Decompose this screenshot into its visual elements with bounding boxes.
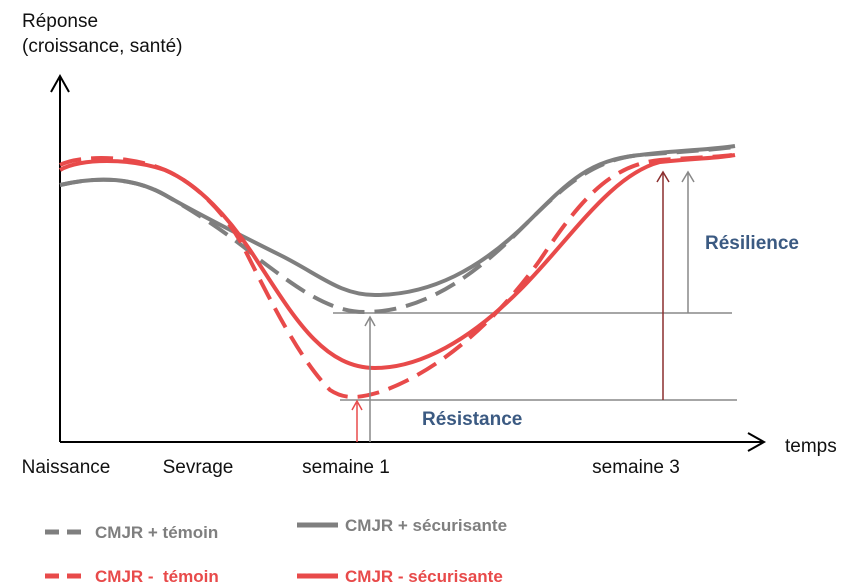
legend-label: CMJR + témoin: [95, 523, 218, 542]
y-axis-label: (croissance, santé): [22, 36, 183, 57]
y-axis-label: Réponse: [22, 11, 98, 32]
x-label: semaine 3: [592, 457, 680, 478]
curve-cmjr-plus-temoin: [59, 145, 736, 315]
curve-cmjr-minus-securisante: [58, 153, 736, 371]
y-arrow: [50, 73, 70, 93]
arrow-head: [351, 399, 363, 411]
x-label: Naissance: [22, 457, 111, 478]
x-arrow: [747, 432, 767, 452]
legend-label: CMJR - témoin: [95, 567, 219, 585]
annotation: Résilience: [705, 233, 799, 254]
legend-label: CMJR - sécurisante: [345, 567, 503, 585]
arrow-head: [681, 170, 695, 183]
x-axis-label: temps: [785, 436, 837, 457]
x-label: Sevrage: [163, 457, 234, 478]
curve-cmjr-minus-temoin: [59, 153, 733, 399]
arrow-head: [364, 315, 376, 327]
legend-label: CMJR + sécurisante: [345, 516, 507, 535]
arrow-head: [656, 170, 670, 183]
x-label: semaine 1: [302, 457, 390, 478]
annotation: Résistance: [422, 409, 522, 430]
